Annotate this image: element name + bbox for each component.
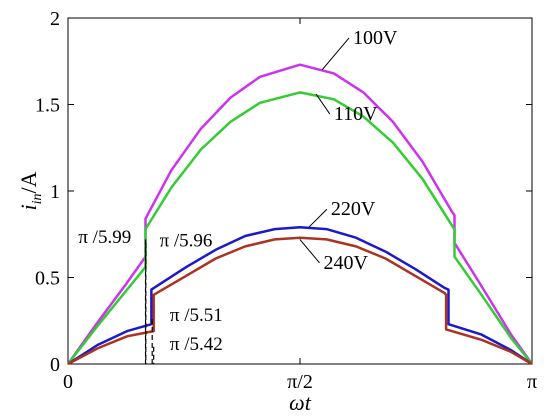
y-tick-label: 2 xyxy=(50,8,60,30)
annotation-label: π /5.42 xyxy=(170,334,223,355)
x-tick-label: π xyxy=(527,371,537,393)
axis-ticks xyxy=(67,17,533,365)
series-label: 100V xyxy=(353,27,398,49)
series-label: 220V xyxy=(331,198,376,220)
series-label-leader xyxy=(321,37,350,71)
series-line-240V xyxy=(67,236,533,366)
annotation-label: π /5.51 xyxy=(170,305,223,326)
y-tick-label: 1.5 xyxy=(35,95,60,117)
y-axis-label-main: i xyxy=(16,204,41,210)
y-axis-label-sub: in xyxy=(30,193,45,204)
annotation-label: π /5.99 xyxy=(78,227,131,248)
x-tick-label: π/2 xyxy=(287,371,313,393)
y-axis-label: iin/A xyxy=(16,171,45,210)
series-label: 110V xyxy=(334,103,378,125)
y-tick-label: 0.5 xyxy=(35,268,60,290)
series-line-220V xyxy=(67,226,533,366)
series-label-leader xyxy=(308,208,328,228)
series-labels: 100V 110V 220V 240V xyxy=(299,27,398,274)
series-label-leader xyxy=(299,239,320,264)
y-tick-label: 1 xyxy=(50,181,60,203)
x-axis-label: ωt xyxy=(289,390,312,415)
series-label: 240V xyxy=(324,252,369,274)
y-axis-label-unit: /A xyxy=(16,171,41,193)
series-label-leader xyxy=(315,93,331,115)
plot-frame xyxy=(67,17,533,365)
annotation-label: π /5.96 xyxy=(160,230,213,251)
series-line-100V xyxy=(66,63,534,365)
axis-tick-labels: 0 π/2 π 0 0.5 1 1.5 2 xyxy=(35,8,537,393)
y-tick-label: 0 xyxy=(50,354,60,376)
series-lines xyxy=(66,63,534,366)
x-tick-label: 0 xyxy=(63,371,73,393)
annotation-lines xyxy=(144,239,155,364)
annotation-labels: π /5.99 π /5.96 π /5.51 π /5.42 xyxy=(78,227,222,355)
